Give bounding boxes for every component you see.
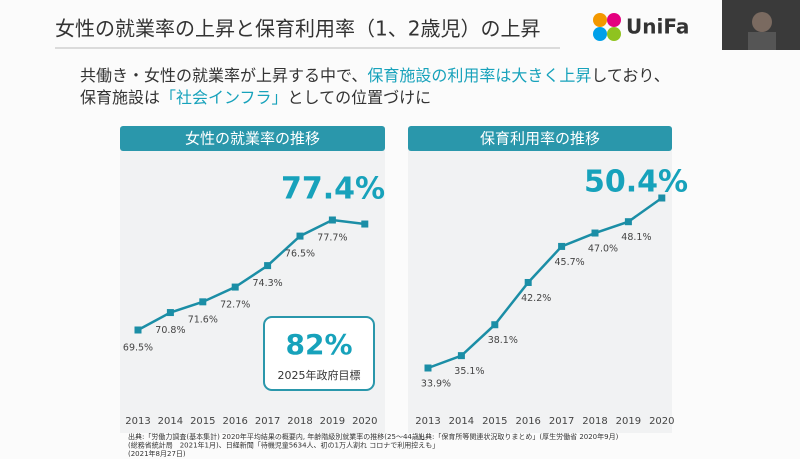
data-label: 76.5% — [285, 249, 315, 260]
x-tick-label: 2013 — [125, 416, 150, 427]
subtitle-segment: としての位置づけに — [288, 88, 432, 107]
logo: UniFa — [593, 13, 689, 41]
data-point — [199, 298, 207, 306]
x-tick-label: 2014 — [158, 416, 183, 427]
logo-text: UniFa — [626, 15, 689, 39]
source-note: (総務省統計局 2021年1月)、日経新聞「待機児童5634人、初の1万人割れ … — [128, 441, 439, 450]
x-tick-label: 2016 — [515, 416, 540, 427]
x-tick-label: 2016 — [222, 416, 247, 427]
data-point — [166, 309, 174, 317]
data-label: 42.2% — [521, 293, 551, 304]
chart-title: 女性の就業率の推移 — [185, 130, 320, 148]
x-tick-label: 2018 — [582, 416, 607, 427]
x-tick-label: 2019 — [616, 416, 641, 427]
chart-header — [408, 126, 672, 151]
subtitle-segment: 保育施設の利用率は大きく上昇 — [367, 66, 591, 85]
source-note: 出典:「保育所等関連状況取りまとめ」(厚生労働省 2020年9月) — [418, 432, 619, 441]
data-point — [491, 321, 499, 329]
x-tick-label: 2020 — [649, 416, 674, 427]
data-label: 71.6% — [188, 314, 218, 325]
chart-panel — [408, 145, 672, 433]
target-value: 82% — [285, 328, 352, 361]
data-label: 69.5% — [123, 343, 153, 354]
x-tick-label: 2014 — [449, 416, 474, 427]
data-label: 45.7% — [555, 257, 585, 268]
subtitle-segment: 「社会インフラ」 — [160, 88, 288, 107]
chart-title: 保育利用率の推移 — [480, 130, 600, 148]
x-tick-label: 2015 — [482, 416, 507, 427]
data-point — [424, 364, 432, 372]
x-tick-label: 2019 — [320, 416, 345, 427]
data-point — [558, 242, 566, 250]
target-label: 2025年政府目標 — [278, 368, 361, 382]
data-line — [137, 218, 365, 332]
subtitle-line: 共働き・女性の就業率が上昇する中で、保育施設の利用率は大きく上昇しており、 — [80, 66, 670, 85]
data-point — [524, 278, 532, 286]
subtitle-segment: 共働き・女性の就業率が上昇する中で、 — [80, 66, 367, 85]
data-point — [264, 262, 272, 270]
data-label: 35.1% — [454, 366, 484, 377]
source-note: 出典:「労働力調査(基本集計) 2020年平均結果の概要内, 年齢階級別就業率の… — [128, 432, 429, 441]
source-note: (2021年8月27日) — [128, 449, 186, 458]
data-point — [658, 194, 666, 202]
data-point — [134, 326, 142, 334]
data-point — [328, 216, 336, 224]
data-point — [591, 229, 599, 237]
charts: 女性の就業率の推移 2013 69.5% 2014 70.8% 2015 71.6% 2016… — [120, 126, 688, 458]
subtitle-segment: しており、 — [591, 66, 669, 85]
target-box — [263, 316, 375, 391]
data-label: 70.8% — [155, 325, 185, 336]
headline-value: 50.4% — [584, 165, 688, 200]
data-label: 77.7% — [317, 233, 347, 244]
data-label: 72.7% — [220, 300, 250, 311]
subtitle-segment: 保育施設は — [80, 88, 160, 107]
x-tick-label: 2013 — [415, 416, 440, 427]
data-line — [427, 196, 663, 370]
chart-header — [120, 126, 385, 151]
data-point — [624, 218, 632, 226]
x-tick-label: 2020 — [352, 416, 377, 427]
data-label: 38.1% — [488, 335, 518, 346]
data-point — [457, 352, 465, 360]
data-label: 74.3% — [253, 278, 283, 289]
headline-value: 77.4% — [281, 172, 385, 207]
participant — [752, 12, 772, 32]
subtitle-line: 保育施設は「社会インフラ」としての位置づけに — [80, 88, 431, 107]
participant — [748, 32, 776, 50]
x-tick-label: 2015 — [190, 416, 215, 427]
x-tick-label: 2018 — [287, 416, 312, 427]
data-label: 33.9% — [421, 379, 451, 390]
data-point — [231, 283, 239, 291]
data-point — [296, 232, 304, 240]
slide-title: 女性の就業率の上昇と保育利用率（1、2歳児）の上昇 — [55, 17, 540, 41]
data-point — [361, 220, 369, 228]
data-label: 48.1% — [621, 232, 651, 243]
x-tick-label: 2017 — [549, 416, 574, 427]
subtitle: 共働き・女性の就業率が上昇する中で、保育施設の利用率は大きく上昇しており、保育施… — [80, 66, 670, 107]
x-tick-label: 2017 — [255, 416, 280, 427]
data-label: 47.0% — [588, 244, 618, 255]
